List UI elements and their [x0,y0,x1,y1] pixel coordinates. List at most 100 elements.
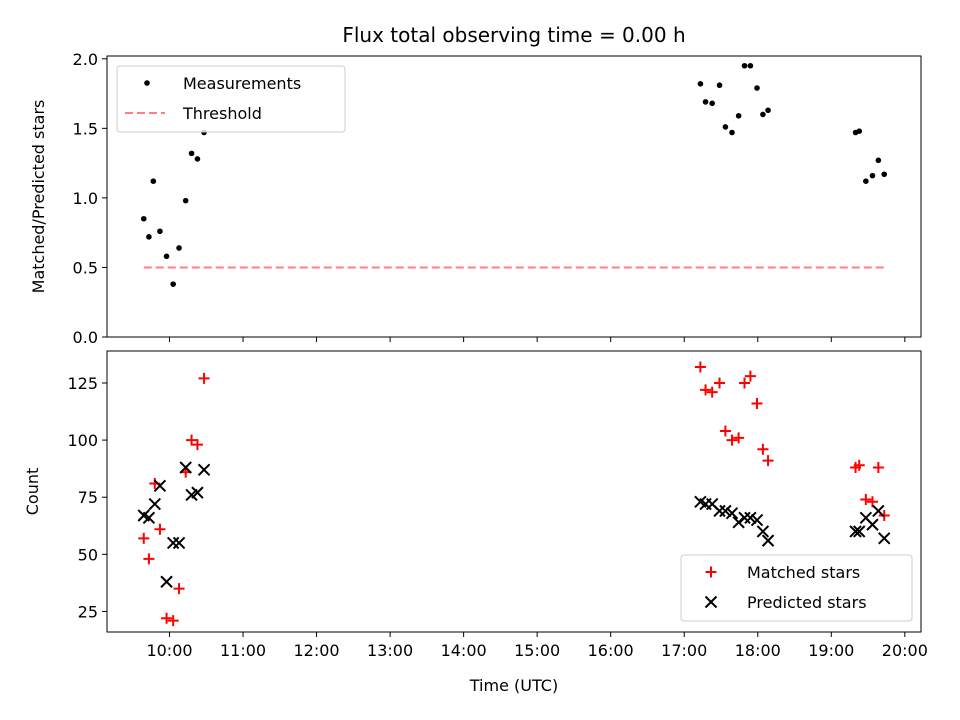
ratio-point [856,128,863,134]
count-point [161,612,173,624]
count-point [744,511,757,524]
count-point [739,377,751,389]
count-point [166,536,180,550]
count-point [750,513,764,527]
legend-box [680,554,913,622]
ratio-point [157,228,163,235]
count-y-axis-label: Count [23,468,42,516]
ratio-axes-frame [106,55,922,338]
count-y-tick-label: 100 [67,431,98,450]
x-tick-label: 15:00 [514,641,560,660]
legend-swatch [704,595,718,609]
x-tick-label: 11:00 [220,641,266,660]
count-point [762,455,774,467]
ratio-point [170,281,176,287]
count-point [191,486,204,499]
ratio-series-measurements [140,62,888,287]
ratio-legend: Measurements Threshold [116,65,346,133]
count-point [866,518,879,531]
x-tick-label: 16:00 [588,641,634,660]
count-point [167,615,179,627]
legend-swatch [144,80,150,86]
ratio-y-tick-label: 2.0 [73,50,98,69]
ratio-point [881,171,888,178]
count-point [700,384,712,396]
ratio-point [194,156,201,162]
count-point [751,398,763,410]
count-point [142,511,156,524]
ratio-point [697,81,704,87]
x-tick-label: 12:00 [294,641,340,660]
count-panel: 25 50 75 100 125 10:00 11:00 12:00 13:00 14:00 15:… [23,350,928,660]
chart-title: Flux total observing time = 0.00 h [342,23,685,47]
ratio-point [875,157,882,164]
ratio-y-tick-label: 1.0 [73,189,98,208]
count-point [853,459,865,471]
count-point [726,434,738,446]
count-point [138,532,150,544]
x-tick-label: 14:00 [441,641,487,660]
count-y-tick-label: 125 [67,374,98,393]
ratio-point [735,113,742,119]
count-point [733,432,745,444]
count-point [853,525,866,538]
count-y-tick-label: 50 [78,545,98,564]
legend-swatch [705,566,717,578]
count-point [694,361,706,373]
ratio-point [765,107,771,114]
legend-label: Matched stars [747,563,860,582]
ratio-point [863,178,869,184]
count-point [757,443,769,455]
ratio-point [163,253,170,260]
ratio-point [741,62,748,69]
ratio-panel: 0.0 0.5 1.0 1.5 2.0 Matched/Predicted stars Me… [29,50,922,347]
count-point [761,534,775,547]
legend-box [116,65,346,133]
count-point [744,370,756,382]
ratio-point [760,111,766,118]
count-point [872,462,884,474]
count-point [872,504,885,518]
count-point [866,496,878,508]
x-axis-label: Time (UTC) [469,676,558,695]
count-point [160,575,173,588]
x-tick-label: 13:00 [367,641,413,660]
ratio-y-tick-label: 1.5 [73,119,98,138]
x-tick-label: 17:00 [661,641,707,660]
x-tick-label: 18:00 [735,641,781,660]
count-y-tick-label: 25 [78,602,98,621]
count-point [738,511,751,524]
count-point [719,425,731,437]
count-point [143,553,155,565]
count-point [179,461,192,474]
count-point [186,434,198,446]
count-legend: Matched stars Predicted stars [680,554,913,622]
count-point [198,372,210,384]
count-point [725,506,739,520]
count-point [154,523,166,535]
ratio-y-axis-label: Matched/Predicted stars [29,100,48,294]
count-point [860,493,872,505]
ratio-y-tick-label: 0.0 [73,328,98,347]
ratio-point [188,150,195,157]
ratio-point [869,172,876,179]
count-point [191,439,203,451]
count-point [148,497,162,511]
count-point [719,504,732,518]
count-point [153,479,167,492]
ratio-point [146,234,152,240]
ratio-point [709,100,715,107]
legend-label: Measurements [183,74,301,93]
ratio-point [150,178,157,184]
x-tick-label: 20:00 [882,641,928,660]
count-y-tick-label: 75 [78,488,98,507]
count-point [706,386,718,398]
ratio-y-tick-label: 0.5 [73,258,98,277]
x-tick-label: 19:00 [808,641,854,660]
ratio-point [716,82,723,89]
count-point [173,583,185,595]
count-point [713,504,726,518]
ratio-point [722,124,729,130]
